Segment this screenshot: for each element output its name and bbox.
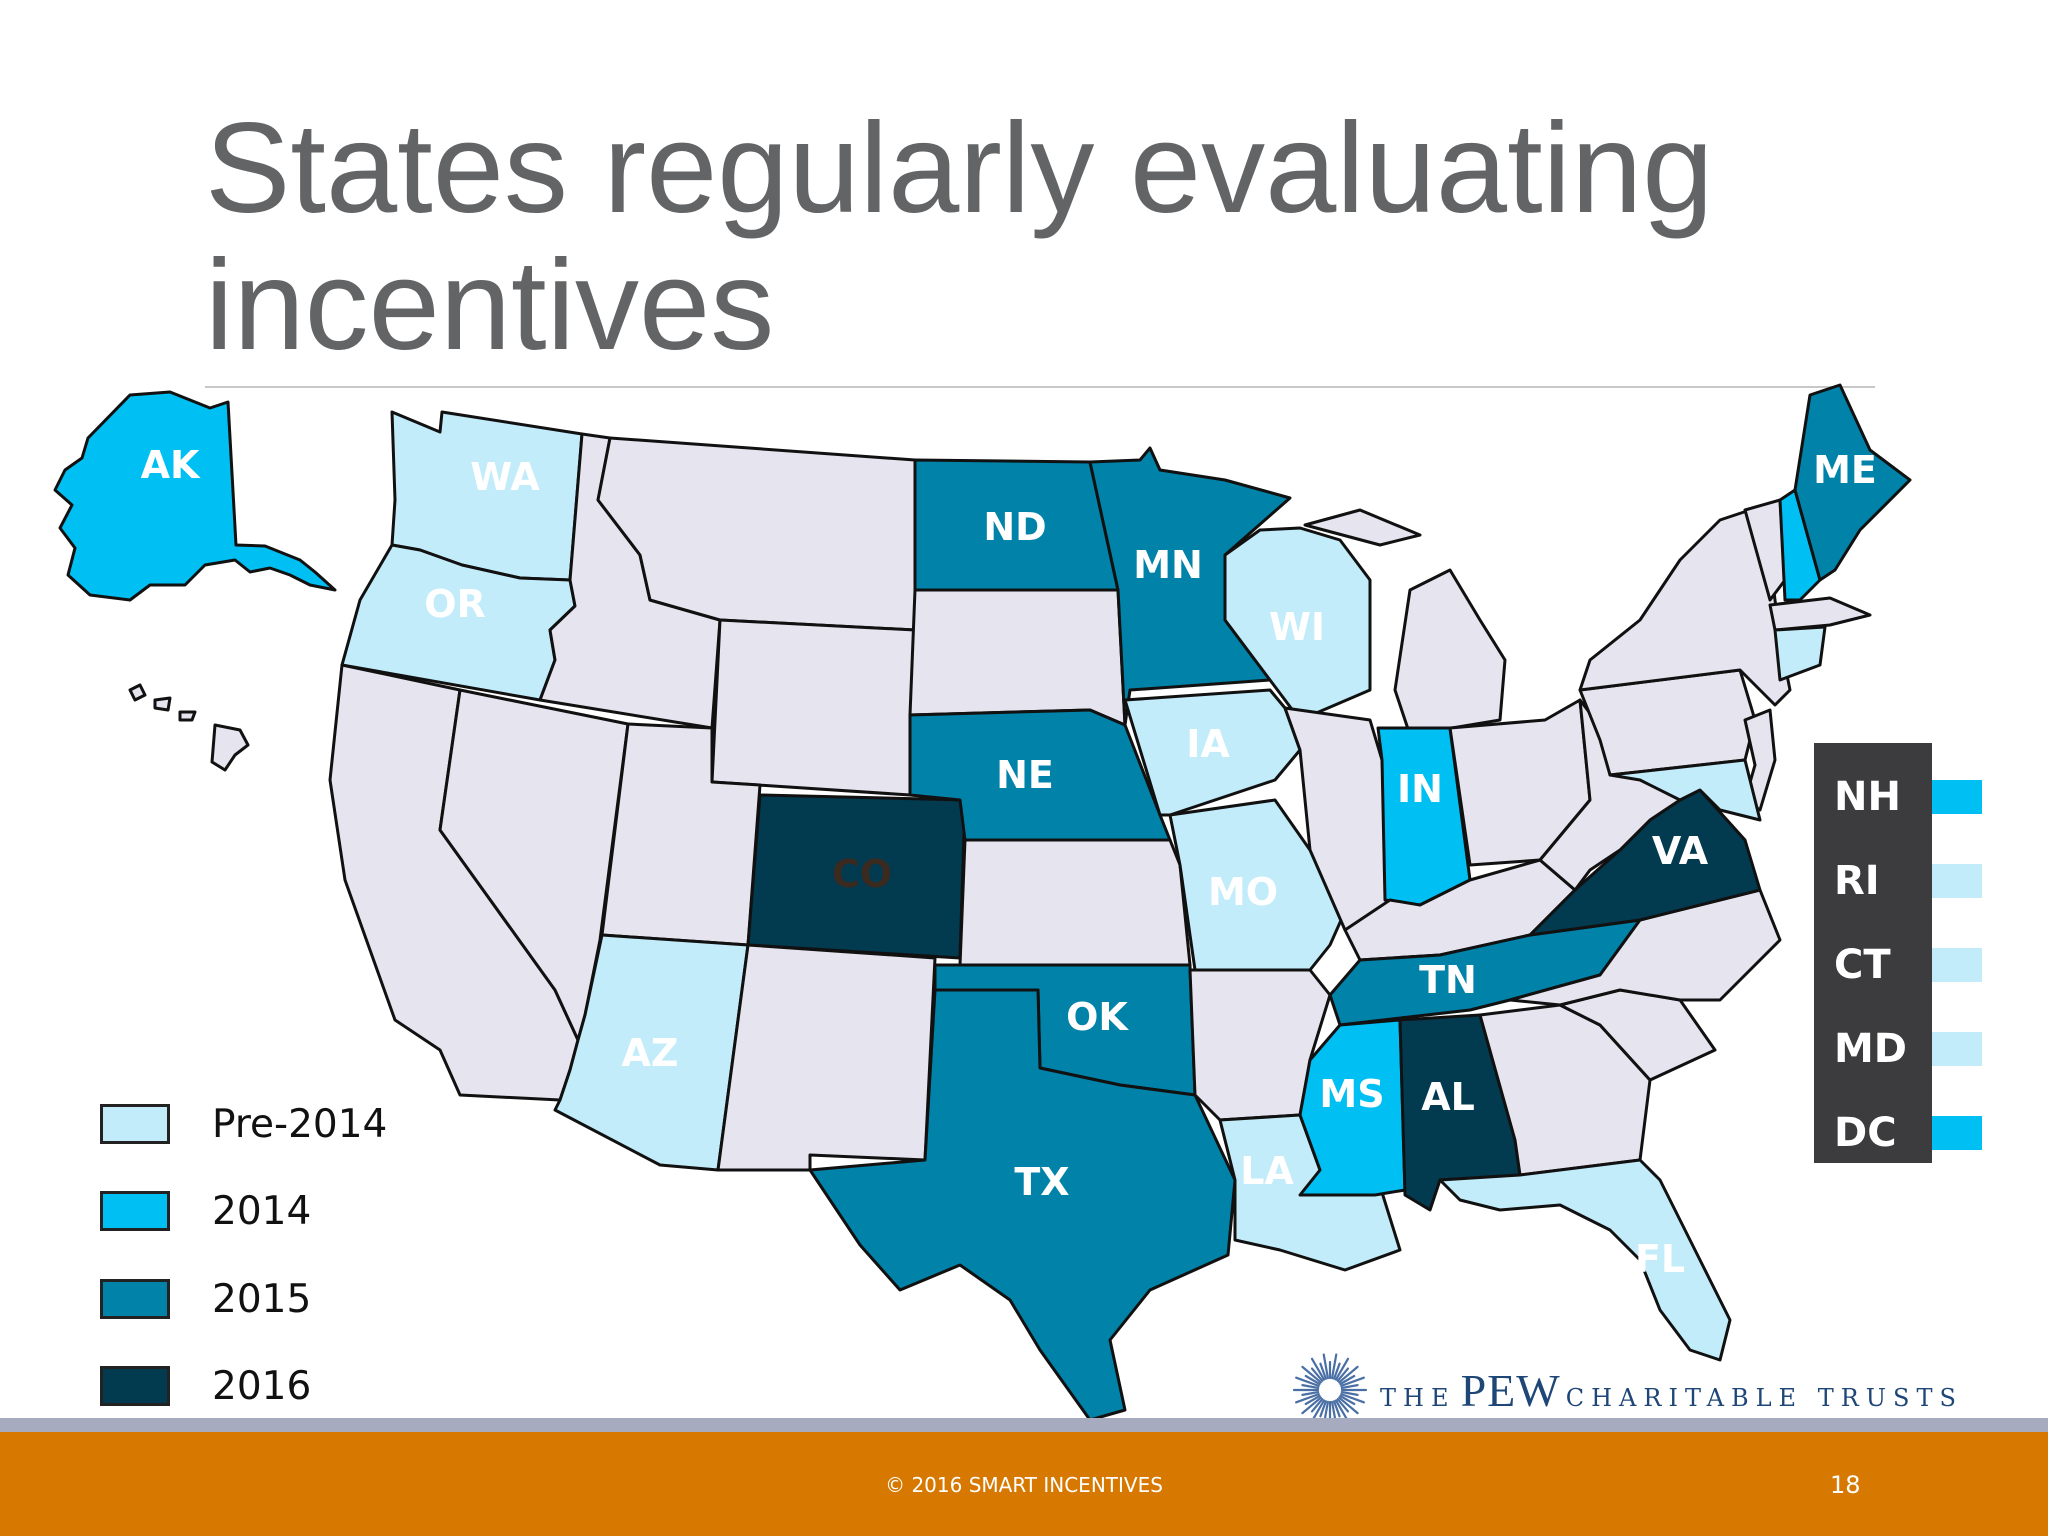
state-NH — [1778, 488, 1822, 602]
state-label-nd: ND — [983, 505, 1046, 549]
legend-item-2015: 2015 — [100, 1275, 500, 1325]
state-label-la: LA — [1240, 1149, 1294, 1193]
state-SD — [908, 588, 1127, 727]
state-label-me: ME — [1813, 448, 1877, 492]
state-CT — [1773, 625, 1827, 682]
legend-label: 2014 — [212, 1189, 312, 1234]
state-HI — [210, 723, 250, 772]
legend-label: 2015 — [212, 1277, 312, 1322]
state-label-ms: MS — [1319, 1072, 1384, 1116]
state-label-mn: MN — [1133, 543, 1203, 587]
state-ME — [1793, 383, 1912, 582]
legend-label: Pre-2014 — [212, 1102, 388, 1147]
state-label-tx: TX — [1014, 1160, 1069, 1204]
state-label-va: VA — [1652, 829, 1709, 873]
state-MI — [1303, 508, 1507, 737]
inset-row-ct: CT — [1814, 936, 2044, 996]
page-number: 18 — [1830, 1471, 1861, 1499]
state-WY — [710, 618, 917, 797]
inset-state-label: RI — [1834, 858, 1880, 904]
state-HI-islands — [128, 683, 197, 722]
footer-bar: © 2016 SMART INCENTIVES 18 — [0, 1432, 2048, 1536]
state-label-az: AZ — [622, 1031, 679, 1075]
inset-swatch — [1932, 864, 1982, 898]
legend-item-pre-2014: Pre-2014 — [100, 1100, 500, 1150]
inset-state-label: MD — [1834, 1026, 1908, 1072]
state-FL — [1438, 1158, 1732, 1362]
inset-swatch — [1932, 948, 1982, 982]
state-label-ia: IA — [1186, 722, 1230, 766]
legend-label: 2016 — [212, 1364, 312, 1409]
small-states-inset: NH RI CT MD DC — [1814, 743, 1982, 1163]
inset-state-label: CT — [1834, 942, 1891, 988]
pew-the: THE — [1380, 1384, 1456, 1412]
state-NC — [1508, 888, 1782, 1007]
inset-swatch — [1932, 1116, 1982, 1150]
state-MO — [1168, 798, 1352, 972]
state-NM — [716, 943, 937, 1172]
legend-swatch — [100, 1366, 170, 1406]
state-label-mo: MO — [1208, 870, 1278, 914]
state-KS — [958, 838, 1192, 967]
footer-accent-band — [0, 1418, 2048, 1432]
us-states-map: AK WA OR ND MN ME WI IA NE IN CO VA MO TN OK AZ MS AL TX LA… — [53, 383, 1912, 1420]
inset-row-md: MD — [1814, 1020, 2044, 1080]
state-label-in: IN — [1397, 767, 1443, 811]
pew-name: PEW — [1460, 1365, 1561, 1416]
state-TX — [808, 988, 1237, 1420]
state-AK — [53, 390, 337, 602]
state-WI — [1223, 526, 1372, 722]
footer-copyright: © 2016 SMART INCENTIVES — [885, 1473, 1163, 1497]
state-MS — [1298, 1018, 1407, 1197]
title-divider — [205, 386, 1875, 388]
legend-swatch — [100, 1104, 170, 1144]
state-label-wi: WI — [1269, 605, 1325, 649]
state-label-or: OR — [424, 582, 486, 626]
state-NY — [1578, 508, 1792, 707]
pew-sunburst-icon — [1292, 1353, 1368, 1427]
legend-swatch — [100, 1191, 170, 1231]
state-label-ne: NE — [996, 753, 1054, 797]
slide-title: States regularly evaluating incentives — [205, 97, 1714, 377]
pew-logo: THE PEW CHARITABLE TRUSTS — [1290, 1346, 1956, 1436]
state-label-ak: AK — [141, 443, 201, 487]
state-MD — [1608, 758, 1762, 822]
legend-swatch — [100, 1279, 170, 1319]
pew-wordmark: THE PEW CHARITABLE TRUSTS — [1380, 1364, 1963, 1417]
legend-item-2016: 2016 — [100, 1362, 500, 1412]
state-label-ok: OK — [1066, 995, 1129, 1039]
inset-row-ri: RI — [1814, 852, 2044, 912]
legend-item-2014: 2014 — [100, 1187, 500, 1237]
state-label-tn: TN — [1419, 958, 1477, 1002]
inset-state-label: DC — [1834, 1110, 1897, 1156]
inset-swatch — [1932, 1032, 1982, 1066]
inset-state-label: NH — [1834, 774, 1901, 820]
state-IA — [1123, 688, 1302, 817]
state-label-al: AL — [1421, 1075, 1475, 1119]
inset-row-dc: DC — [1814, 1104, 2044, 1164]
state-MA — [1768, 596, 1872, 632]
state-label-wa: WA — [470, 455, 540, 499]
inset-row-nh: NH — [1814, 768, 2044, 828]
inset-swatch — [1932, 780, 1982, 814]
state-label-co: CO — [832, 852, 892, 896]
state-label-fl: FL — [1635, 1237, 1685, 1281]
pew-trusts: CHARITABLE TRUSTS — [1565, 1384, 1963, 1412]
